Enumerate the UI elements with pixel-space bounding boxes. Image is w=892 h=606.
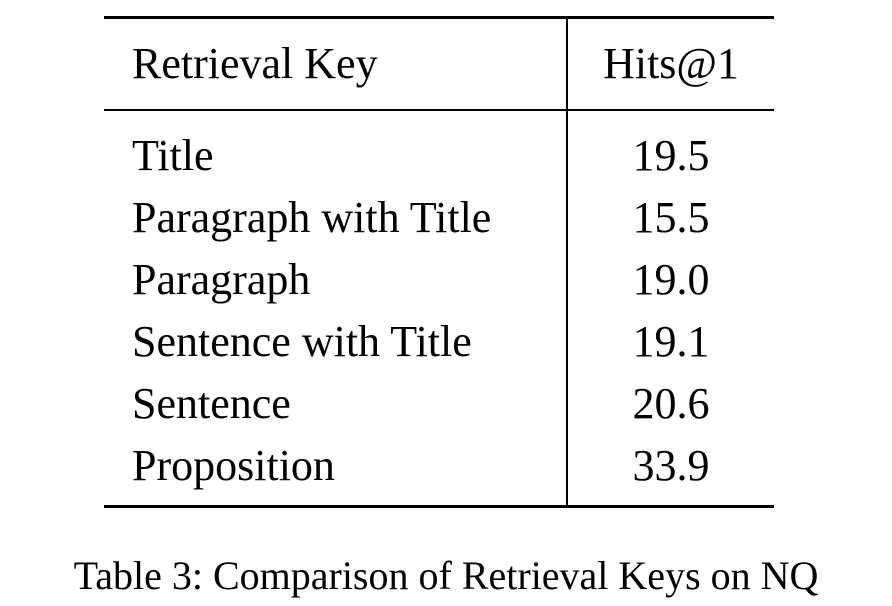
header-retrieval-key: Retrieval Key <box>104 17 568 110</box>
row-value: 19.1 <box>632 317 710 366</box>
row-value: 19.0 <box>632 255 710 304</box>
row-key: Paragraph with Title <box>104 187 568 249</box>
row-key: Sentence <box>104 373 568 435</box>
row-key: Sentence with Title <box>104 311 568 373</box>
table-row: Sentence with Title 19.1 <box>104 311 774 373</box>
retrieval-keys-table: Retrieval Key Hits@1 Title 19.5 Paragrap… <box>104 16 774 508</box>
row-key: Proposition <box>104 435 568 507</box>
table-row: Paragraph 19.0 <box>104 249 774 311</box>
results-table-container: Retrieval Key Hits@1 Title 19.5 Paragrap… <box>104 16 774 508</box>
header-hits-at-1: Hits@1 <box>603 39 739 88</box>
row-key: Paragraph <box>104 249 568 311</box>
table-caption: Table 3: Comparison of Retrieval Keys on… <box>73 553 819 598</box>
row-value: 15.5 <box>632 193 710 242</box>
row-value: 19.5 <box>632 131 710 180</box>
table-row: Title 19.5 <box>104 110 774 187</box>
table-header-row: Retrieval Key Hits@1 <box>104 17 774 110</box>
row-value: 20.6 <box>632 379 710 428</box>
row-key: Title <box>104 110 568 187</box>
table-row: Paragraph with Title 15.5 <box>104 187 774 249</box>
row-value: 33.9 <box>632 441 710 490</box>
table-row: Sentence 20.6 <box>104 373 774 435</box>
table-row: Proposition 33.9 <box>104 435 774 507</box>
